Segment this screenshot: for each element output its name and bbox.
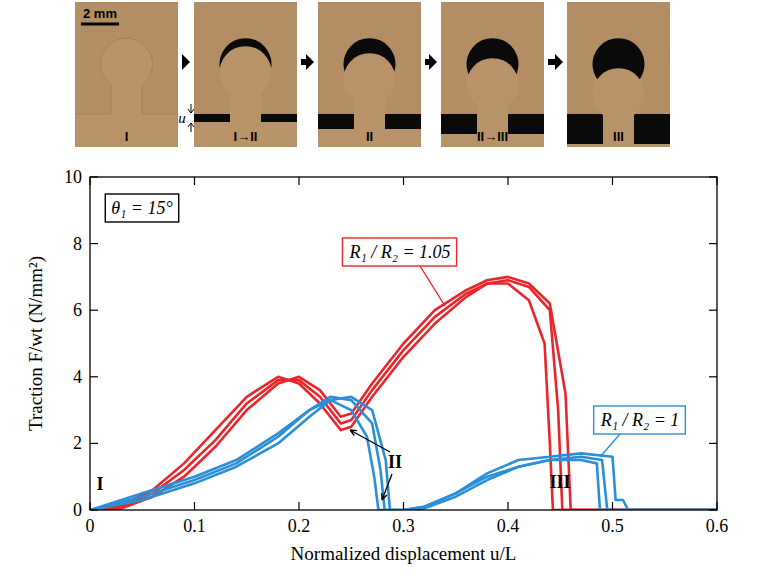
- x-tick-label: 0: [86, 516, 95, 536]
- x-tick: [716, 502, 717, 510]
- y-tick-label: 2: [73, 433, 82, 453]
- photo-panel: III: [567, 2, 670, 147]
- x-tick: [89, 177, 90, 185]
- stage-arrow: [548, 54, 563, 70]
- x-tick-label: 0.4: [497, 516, 520, 536]
- y-tick: [709, 176, 717, 177]
- stage-arrow: [425, 54, 437, 70]
- label-leader: [600, 434, 620, 457]
- y-tick: [90, 310, 98, 311]
- stage-marker: III: [549, 472, 570, 492]
- stage-label: III: [613, 129, 624, 144]
- y-tick-label: 6: [73, 300, 82, 320]
- y-tick-label: 10: [64, 167, 82, 187]
- series-label: R₁ / R₂ = 1: [600, 410, 680, 430]
- y-tick: [709, 443, 717, 444]
- photo-panel: I: [75, 2, 178, 147]
- annotation: θ₁ = 15°: [111, 198, 172, 218]
- stage-label: II→III: [477, 129, 508, 144]
- photo-piece: [318, 53, 421, 147]
- y-tick-label: 8: [73, 234, 82, 254]
- curve: [90, 277, 717, 510]
- series-label-box: [342, 238, 456, 266]
- y-tick: [709, 376, 717, 377]
- y-tick: [90, 443, 98, 444]
- stage-arrow: [350, 430, 390, 452]
- y-tick: [709, 509, 717, 510]
- x-axis-title: Normalized displacement u/L: [291, 543, 517, 564]
- x-tick: [298, 177, 299, 185]
- plot-frame: [90, 177, 717, 510]
- x-tick-label: 0.3: [392, 516, 415, 536]
- stage-arrow: [301, 54, 314, 70]
- stage-label: II: [366, 129, 373, 144]
- x-tick: [194, 177, 195, 185]
- x-tick-label: 0.5: [601, 516, 624, 536]
- photo-piece: [75, 38, 178, 147]
- annotation-box: [105, 194, 178, 222]
- label-leader: [420, 266, 445, 306]
- y-axis-title: Traction F/wt (N/mm²): [25, 256, 47, 431]
- curve: [90, 397, 717, 510]
- u-arrows: [188, 104, 194, 132]
- stage-marker: II: [388, 452, 402, 472]
- u-label: u: [178, 110, 186, 126]
- x-tick: [89, 502, 90, 510]
- x-tick-label: 0.2: [288, 516, 311, 536]
- y-tick: [90, 176, 98, 177]
- stage-label: I→II: [234, 129, 258, 144]
- y-tick: [709, 310, 717, 311]
- x-tick: [507, 502, 508, 510]
- curve: [90, 400, 717, 510]
- figure: II→IIIIII→IIIIII2 mmu00.10.20.30.40.50.6…: [0, 0, 767, 576]
- photo-panel: I→II: [194, 2, 297, 147]
- scale-bar-label: 2 mm: [83, 6, 117, 21]
- y-tick: [709, 243, 717, 244]
- x-tick: [298, 502, 299, 510]
- photo-piece: [567, 68, 670, 147]
- stage-marker: I: [96, 474, 103, 494]
- stage-label: I: [125, 129, 129, 144]
- x-tick: [507, 177, 508, 185]
- x-tick: [403, 177, 404, 185]
- scale-bar: [81, 23, 119, 26]
- series-label: R₁ / R₂ = 1.05: [348, 242, 450, 262]
- x-tick-label: 0.6: [706, 516, 729, 536]
- photo-piece: [194, 46, 297, 147]
- photo-panel: II: [318, 2, 421, 147]
- stage-arrow: [382, 474, 392, 500]
- photo-panel: II→III: [441, 2, 544, 147]
- curve: [90, 397, 717, 510]
- x-tick-label: 0.1: [183, 516, 206, 536]
- plot-lines: [90, 277, 717, 510]
- y-tick: [90, 243, 98, 244]
- x-tick: [716, 177, 717, 185]
- photo-piece: [441, 58, 544, 147]
- stage-arrow: [182, 54, 190, 70]
- series-label-box: [594, 406, 686, 434]
- x-tick: [194, 502, 195, 510]
- y-tick: [90, 509, 98, 510]
- y-tick-label: 4: [73, 367, 82, 387]
- x-tick: [403, 502, 404, 510]
- x-tick: [612, 502, 613, 510]
- y-tick: [90, 376, 98, 377]
- y-tick-label: 0: [73, 500, 82, 520]
- x-tick: [612, 177, 613, 185]
